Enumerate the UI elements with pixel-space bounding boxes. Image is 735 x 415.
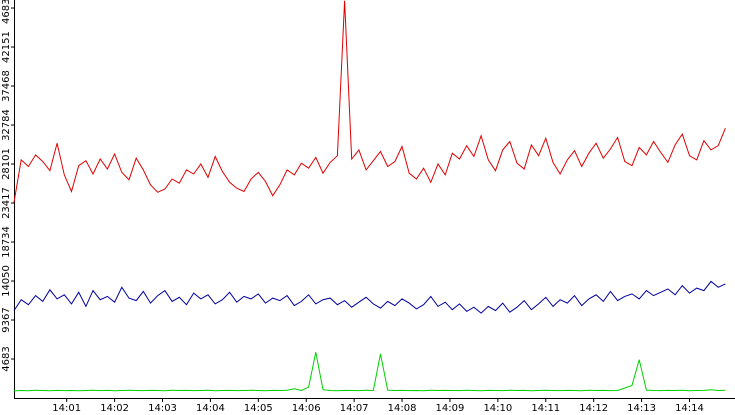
y-tick-label: 14050 (1, 265, 12, 297)
y-tick-label: 9367 (1, 307, 12, 332)
x-tick-label: 14:03 (148, 403, 177, 414)
x-tick-label: 14:12 (579, 403, 608, 414)
y-tick-label: 18734 (1, 226, 12, 258)
y-tick-label: 28101 (1, 148, 12, 180)
x-tick-label: 14:01 (52, 403, 81, 414)
x-tick-label: 14:06 (292, 403, 321, 414)
x-tick-label: 14:09 (436, 403, 465, 414)
x-tick-label: 14:13 (627, 403, 656, 414)
y-tick-label: 32784 (1, 109, 12, 141)
x-tick-label: 14:02 (100, 403, 129, 414)
y-tick-label: 42151 (1, 31, 12, 63)
x-tick-label: 14:04 (196, 403, 225, 414)
series-line (13, 0, 726, 203)
x-tick-label: 14:07 (340, 403, 369, 414)
x-tick-label: 14:10 (483, 403, 512, 414)
x-tick-label: 14:11 (531, 403, 560, 414)
series-line (13, 352, 726, 392)
series-line (13, 280, 726, 314)
x-tick-label: 14:05 (244, 403, 273, 414)
x-tick-label: 14:08 (388, 403, 417, 414)
x-tick-label: 14:14 (675, 403, 704, 414)
y-tick-label: 46835 (1, 0, 12, 24)
y-tick-label: 23417 (1, 187, 12, 219)
y-tick-label: 37468 (1, 70, 12, 102)
y-tick-label: 4683 (1, 346, 12, 371)
